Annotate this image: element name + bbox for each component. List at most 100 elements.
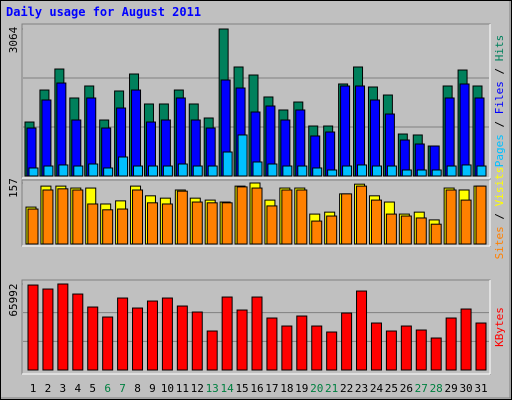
bar [475,185,487,245]
x-tick-label: 14 [221,382,235,395]
legend: Sites / Visits [493,167,506,260]
x-tick-label: 23 [355,382,368,395]
bar [42,288,54,371]
bar [416,169,427,177]
legend-entry: Files [493,81,506,114]
bar [236,186,248,245]
x-tick-label: 10 [161,382,174,395]
bar [147,165,158,177]
bar [401,169,412,177]
x-tick-label: 22 [340,382,353,395]
bar [87,306,99,371]
bar [177,163,188,177]
bar [430,223,442,245]
bar [370,199,382,245]
bar [132,189,144,245]
bar [102,209,114,245]
bar [386,165,397,177]
bar [371,165,382,177]
bar [117,208,129,245]
bar [72,293,84,371]
legend-entry: Hits [493,35,506,62]
bar [73,165,84,177]
legend: KBytes [493,307,506,347]
bar [266,317,278,371]
x-tick-label: 1 [30,382,37,395]
bar [176,305,188,371]
bar [341,312,353,371]
bar [445,317,457,371]
bar [102,316,114,371]
bar [43,165,54,177]
x-tick-label: 25 [385,382,398,395]
x-tick-label: 5 [89,382,96,395]
bar [297,165,308,177]
bar [342,165,353,177]
chart-title: Daily usage for August 2011 [6,5,201,19]
x-tick-label: 9 [149,382,156,395]
bar [355,85,366,177]
bar [341,193,353,245]
bar [266,205,278,245]
bar [222,151,233,177]
bar [41,99,52,177]
x-tick-label: 6 [104,382,111,395]
bar [72,189,84,245]
bar [267,163,278,177]
bar [356,290,368,371]
bar [237,134,248,177]
x-tick-label: 26 [400,382,413,395]
bar [459,83,470,177]
x-tick-label: 2 [45,382,52,395]
bar [133,165,144,177]
bar [28,167,39,177]
bar [311,325,323,371]
bar [326,331,338,371]
bar [282,165,293,177]
bar [281,325,293,371]
bar [236,309,248,371]
bar [415,329,427,371]
bar [460,308,472,371]
x-tick-label: 30 [459,382,472,395]
bar [281,189,293,245]
bar [474,97,485,177]
x-tick-label: 17 [265,382,278,395]
bar [312,167,323,177]
legend-entry: KBytes [493,307,506,347]
bar [370,322,382,371]
bar [103,167,114,177]
x-tick-label: 12 [191,382,204,395]
bar [340,85,351,177]
x-tick-label: 16 [250,382,263,395]
bar [131,89,142,177]
legend-separator: / [493,206,506,226]
y-tick-label: 3064 [7,26,20,53]
bar [191,201,203,245]
bar [146,202,158,245]
bar [42,189,54,245]
bar [146,300,158,371]
bar [251,187,263,245]
bar [415,217,427,245]
bar [369,99,380,177]
y-tick-label: 157 [7,178,20,198]
y-tick-label: 65992 [7,283,20,316]
bar [176,190,188,245]
x-tick-label: 28 [430,382,443,395]
bar [430,337,442,371]
legend-entry: Sites [493,226,506,259]
bar [221,202,233,245]
x-tick-label: 8 [134,382,141,395]
bar [56,82,67,177]
bar [207,165,218,177]
bar [161,297,173,371]
legend-entry: Pages [493,134,506,167]
x-tick-label: 3 [60,382,67,395]
bar [117,297,129,371]
x-tick-label: 29 [445,382,458,395]
x-tick-label: 24 [370,382,384,395]
bar [385,330,397,371]
bar [357,164,368,177]
x-tick-label: 11 [176,382,189,395]
